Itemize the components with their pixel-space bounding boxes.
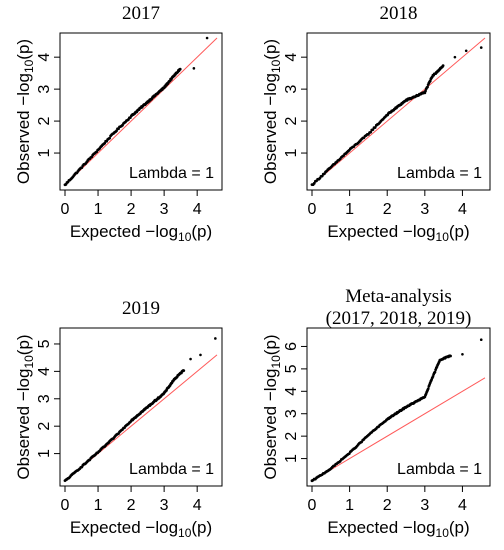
lambda-annotation: Lambda = 1 (129, 461, 214, 478)
x-tick-label: 4 (458, 497, 467, 514)
y-tick-label: 4 (283, 53, 300, 62)
qq-point (431, 375, 435, 378)
x-tick-label: 0 (308, 201, 317, 218)
reference-line (64, 37, 218, 186)
y-tick-label: 3 (283, 85, 300, 94)
reference-line (311, 37, 486, 186)
y-tick-label: 2 (283, 432, 300, 441)
y-tick-label: 2 (36, 422, 53, 431)
qq-point (199, 353, 202, 357)
x-tick-label: 3 (160, 497, 169, 514)
x-tick-label: 2 (127, 497, 136, 514)
qq-point (312, 181, 316, 185)
qq-points (63, 337, 217, 483)
qq-point (428, 79, 432, 83)
y-tick-label: 3 (36, 394, 53, 403)
x-tick-label: 1 (94, 201, 103, 218)
y-tick-label: 4 (36, 53, 53, 62)
qq-panel: 2017 0 1 2 3 4 1 2 3 4 Lambda = 1 Expected −log10(p… (14, 3, 223, 244)
y-tick-label: 6 (283, 342, 300, 351)
x-tick-label: 1 (345, 497, 354, 514)
y-tick-label: 1 (36, 449, 53, 458)
y-tick-label: 1 (36, 148, 53, 157)
reference-line (311, 377, 486, 482)
qq-point (424, 89, 427, 93)
plot-frame (306, 32, 491, 191)
qq-point (464, 49, 468, 53)
y-axis-label: Observed −log10(p) (14, 39, 36, 184)
y-tick-label: 4 (36, 367, 53, 376)
x-tick-label: 3 (420, 497, 429, 514)
y-axis-label: Observed −log10(p) (261, 39, 283, 184)
qq-points (310, 46, 483, 187)
x-tick-label: 4 (193, 201, 202, 218)
qq-points (63, 36, 209, 187)
qq-point (453, 55, 457, 59)
y-tick-label: 2 (283, 117, 300, 126)
x-axis-label: Expected −log10(p) (70, 518, 212, 540)
qq-point (178, 67, 182, 71)
qq-point (214, 337, 217, 340)
qq-point (461, 353, 464, 356)
y-tick-label: 2 (36, 117, 53, 126)
lambda-annotation: Lambda = 1 (397, 165, 482, 182)
y-tick-label: 3 (36, 85, 53, 94)
qq-point (449, 354, 452, 358)
qq-points (310, 338, 483, 483)
qq-panel: 2019 0 1 2 3 4 1 2 3 4 5 Lambda = 1 Expected −log10(… (14, 298, 223, 540)
y-tick-label: 5 (283, 364, 300, 373)
panel-title: Meta-analysis (345, 286, 452, 307)
qq-point (479, 338, 483, 342)
qq-point (108, 136, 112, 140)
y-tick-label: 5 (36, 339, 53, 348)
panel-title: (2017, 2018, 2019) (326, 308, 472, 329)
y-tick-label: 1 (283, 148, 300, 157)
x-tick-label: 2 (383, 497, 392, 514)
qq-point (433, 370, 437, 374)
qq-point (205, 36, 209, 40)
x-tick-label: 4 (193, 497, 202, 514)
qq-point (426, 387, 430, 391)
x-tick-label: 0 (61, 497, 70, 514)
x-tick-label: 3 (420, 201, 429, 218)
x-axis-label: Expected −log10(p) (327, 222, 469, 244)
plot-frame (306, 327, 491, 487)
x-axis-label: Expected −log10(p) (327, 518, 469, 540)
qq-point (441, 64, 445, 68)
lambda-annotation: Lambda = 1 (397, 461, 482, 478)
x-tick-label: 2 (127, 201, 136, 218)
y-axis-label: Observed −log10(p) (261, 334, 283, 479)
qq-point (189, 357, 192, 361)
qq-point (373, 126, 377, 129)
y-tick-label: 1 (283, 454, 300, 463)
x-tick-label: 0 (308, 497, 317, 514)
qq-point (182, 369, 186, 373)
x-tick-label: 1 (345, 201, 354, 218)
qq-point (192, 67, 196, 70)
panel-title: 2019 (122, 298, 160, 319)
lambda-annotation: Lambda = 1 (129, 165, 214, 182)
x-axis-label: Expected −log10(p) (70, 222, 212, 244)
x-tick-label: 2 (383, 201, 392, 218)
qq-point (369, 130, 373, 134)
y-tick-label: 4 (283, 387, 300, 396)
y-tick-label: 3 (283, 409, 300, 418)
x-tick-label: 0 (61, 201, 70, 218)
panel-title: 2017 (122, 3, 160, 24)
qq-panel: 2018 0 1 2 3 4 1 2 3 4 Lambda = 1 Expected −log10(p… (261, 3, 491, 244)
x-tick-label: 4 (458, 201, 467, 218)
y-axis-label: Observed −log10(p) (14, 334, 36, 479)
plot-frame (59, 327, 223, 487)
qq-point (479, 46, 483, 49)
plot-frame (59, 32, 223, 191)
qq-panel: Meta-analysis(2017, 2018, 2019) 0 1 2 3 4 1 2 3 4… (261, 286, 491, 540)
x-tick-label: 3 (160, 201, 169, 218)
panel-title: 2018 (380, 3, 418, 24)
x-tick-label: 1 (94, 497, 103, 514)
qq-point (426, 85, 429, 89)
